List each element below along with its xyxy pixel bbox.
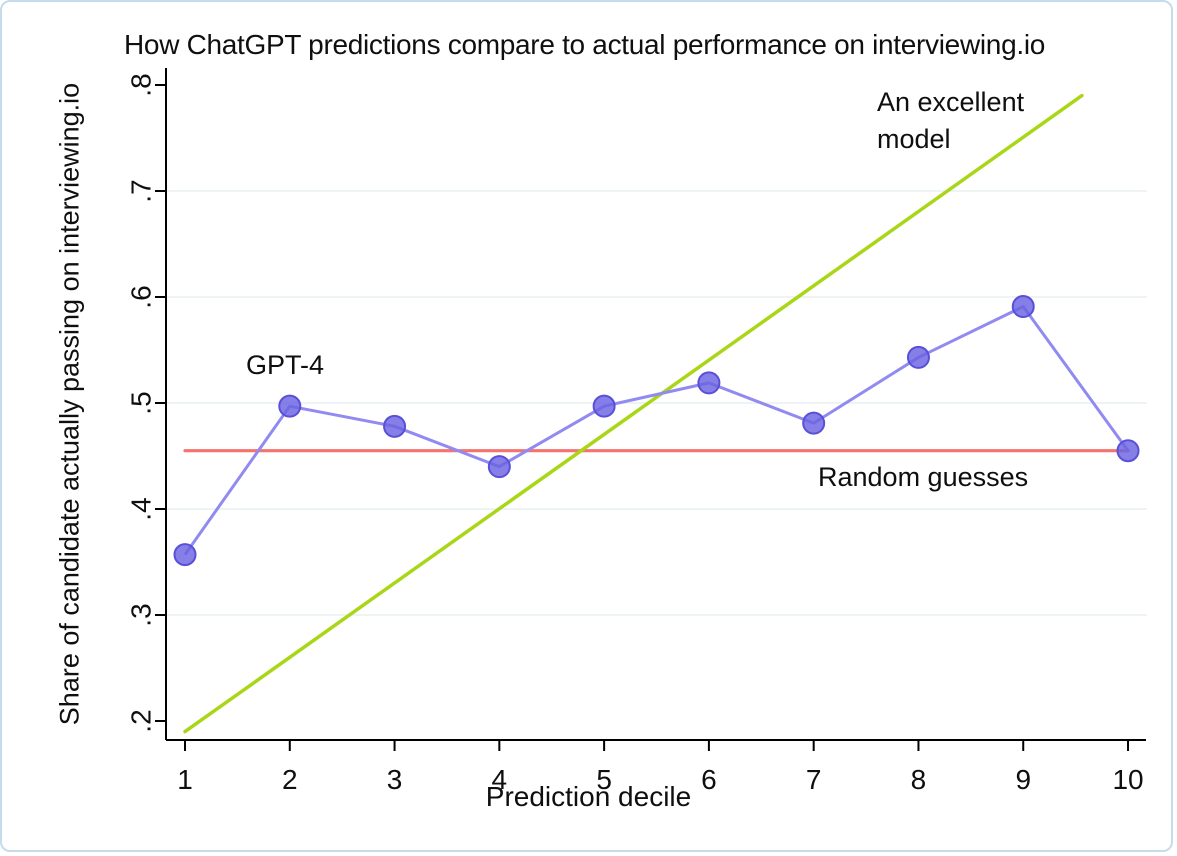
y-tick-label: .8	[126, 73, 157, 96]
y-tick-label: .7	[126, 179, 157, 202]
gpt4-data-point	[487, 455, 511, 479]
x-tick-label: 8	[911, 764, 927, 795]
series-label-random-guesses: Random guesses	[818, 462, 1029, 492]
x-tick-label: 2	[282, 764, 298, 795]
gpt4-data-point	[906, 345, 930, 369]
y-axis-title: Share of candidate actually passing on i…	[54, 82, 85, 726]
x-tick-label: 6	[701, 764, 717, 795]
gpt4-data-point	[697, 371, 721, 395]
x-tick-label: 3	[387, 764, 403, 795]
gpt4-data-point	[1116, 439, 1140, 463]
x-tick-label: 10	[1112, 764, 1143, 795]
x-tick-label: 7	[806, 764, 822, 795]
gpt4-line	[183, 305, 1130, 556]
gpt4-data-point	[592, 394, 616, 418]
series-label-gpt4: GPT-4	[246, 350, 325, 380]
y-tick-label: .4	[126, 497, 157, 520]
x-tick-label: 9	[1015, 764, 1031, 795]
series-label-excellent-model: An excellent model	[877, 87, 1025, 154]
y-tick-label: .6	[126, 285, 157, 308]
chart-title: How ChatGPT predictions compare to actua…	[124, 29, 1046, 60]
gpt4-data-point	[383, 414, 407, 438]
gpt4-data-point	[173, 543, 197, 567]
x-tick-label: 5	[596, 764, 612, 795]
gpt4-data-point	[802, 411, 826, 435]
gpt4-data-point	[278, 394, 302, 418]
x-axis-title: Prediction decile	[485, 781, 692, 812]
gpt4-data-point	[1011, 295, 1035, 319]
y-tick-label: .5	[126, 391, 157, 414]
excellent-model-line	[183, 93, 1084, 734]
y-tick-label: .3	[126, 603, 157, 626]
x-tick-label: 1	[177, 764, 193, 795]
y-tick-label: .2	[126, 709, 157, 732]
x-tick-label: 4	[492, 764, 508, 795]
